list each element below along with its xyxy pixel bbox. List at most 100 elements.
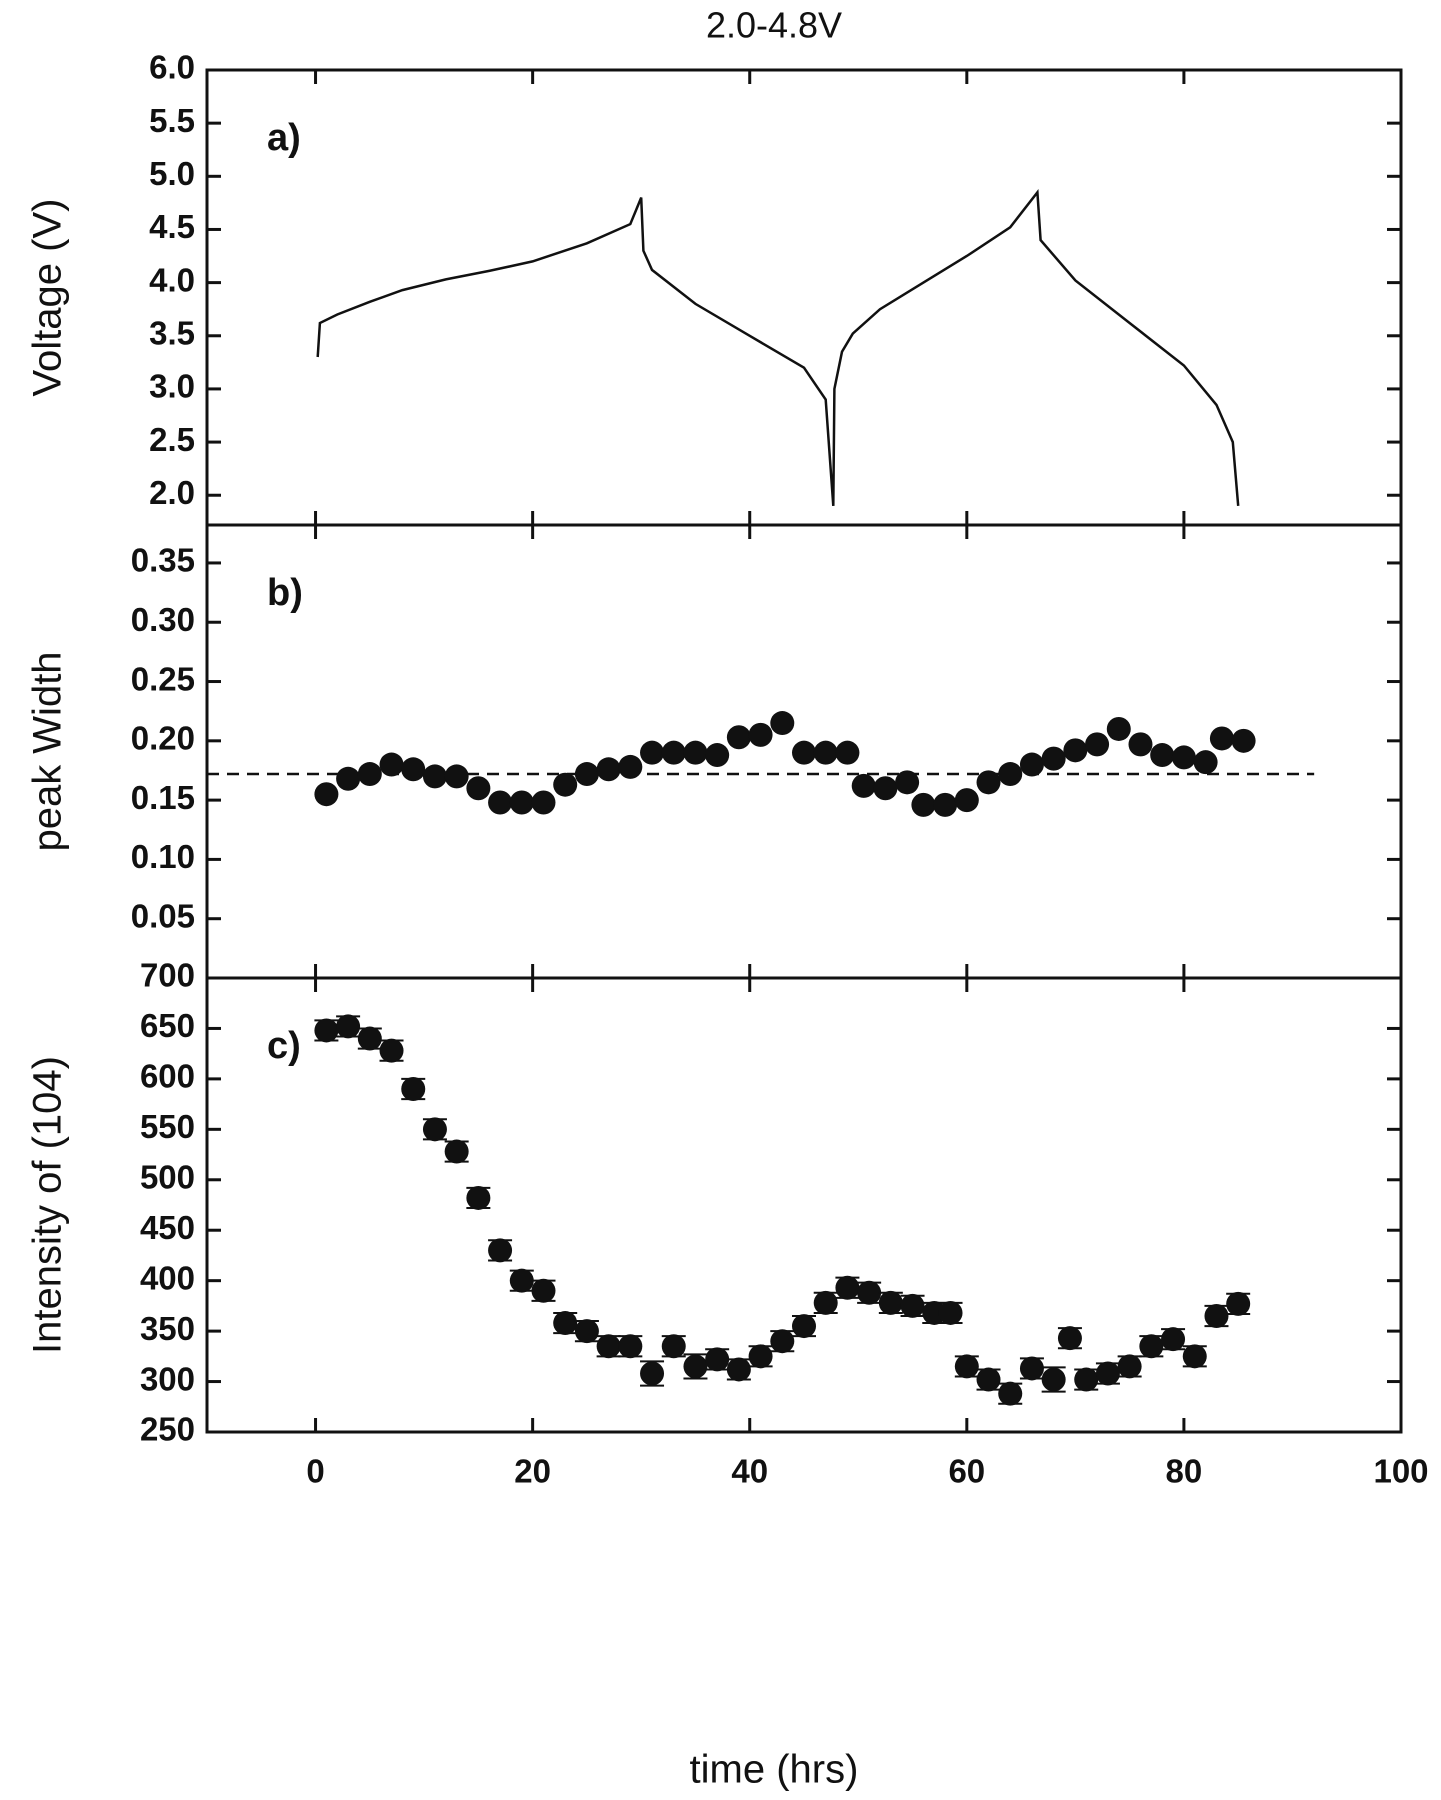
y-tick-label: 0.20 [131,720,195,757]
y-tick-label: 2.0 [149,474,195,511]
y-tick-label: 0.30 [131,601,195,638]
data-point [574,1319,599,1344]
data-point [873,776,898,801]
data-point [1161,1327,1186,1352]
data-point [618,754,643,779]
plot-frame [205,68,1403,527]
data-point [1128,732,1153,757]
data-point [1150,743,1175,768]
data-point [1226,1291,1251,1316]
panel-label: c) [267,1025,301,1067]
y-tick-label: 0.10 [131,838,195,875]
data-point [379,752,404,777]
data-point [553,772,578,797]
data-point [357,1026,382,1051]
y-tick-label: 650 [140,1007,195,1044]
data-point [488,1238,513,1263]
data-point [531,1278,556,1303]
y-tick-label: 400 [140,1259,195,1296]
data-point [705,1347,730,1372]
data-point [998,1381,1023,1406]
data-point [911,792,936,817]
data-point [1209,726,1234,751]
data-point [792,1314,816,1339]
y-tick-label: 2.5 [149,421,195,458]
y-tick-label: 450 [140,1209,195,1246]
data-point [336,1014,361,1039]
data-point [998,762,1023,787]
data-point [1139,1334,1164,1359]
data-point [401,757,426,782]
y-axis-label: Voltage (V) [26,199,70,397]
y-tick-label: 350 [140,1310,195,1347]
data-point [1095,1361,1120,1386]
x-tick-label: 20 [514,1453,551,1490]
y-tick-label: 300 [140,1360,195,1397]
data-point [813,740,838,765]
data-point [1204,1303,1229,1328]
data-point [792,740,816,765]
data-point [1019,752,1044,777]
y-tick-label: 3.0 [149,368,195,405]
data-point [509,1268,534,1293]
x-tick-label: 100 [1373,1453,1428,1490]
data-point [531,790,556,815]
data-point [661,1334,686,1359]
data-point [1063,738,1088,763]
data-point [1182,1344,1207,1369]
data-point [1019,1356,1044,1381]
data-point [379,1038,404,1063]
data-point [596,757,621,782]
y-tick-label: 550 [140,1108,195,1145]
data-point [488,790,513,815]
data-point [976,770,1001,795]
data-point [1231,728,1256,753]
data-point [683,740,708,765]
data-point [553,1311,578,1336]
y-axis-label: peak Width [26,651,70,851]
y-tick-label: 600 [140,1058,195,1095]
data-point [1106,716,1131,741]
data-point [509,790,534,815]
data-point [574,762,599,787]
x-tick-label: 40 [731,1453,768,1490]
data-point [314,782,339,807]
data-point [1041,746,1066,771]
data-point [813,1290,838,1315]
data-point [1041,1367,1066,1392]
y-axis-label: Intensity of (104) [26,1056,70,1354]
voltage-line [316,188,1240,507]
data-point [336,766,361,791]
data-point [1171,745,1196,770]
data-point [900,1293,925,1318]
data-point [954,1354,979,1379]
y-tick-label: 0.15 [131,779,195,816]
data-point [1117,1354,1142,1379]
y-tick-label: 4.0 [149,261,195,298]
data-point [444,1139,469,1164]
chart-title: 2.0-4.8V [706,5,842,46]
data-point [857,1280,882,1305]
data-point [1057,1326,1082,1351]
data-point [835,740,860,765]
x-axis-label: time (hrs) [690,1748,859,1792]
data-point [422,1117,447,1142]
data-point [748,722,773,747]
y-tick-label: 3.5 [149,314,195,351]
data-point [726,725,751,750]
y-tick-label: 6.0 [149,49,195,86]
data-point [1085,732,1110,757]
data-point [661,740,686,765]
data-point [357,762,382,787]
data-point [976,1367,1001,1392]
data-point [748,1344,773,1369]
data-point [1074,1367,1099,1392]
data-point [895,770,920,795]
data-point [314,1018,339,1043]
y-tick-label: 500 [140,1158,195,1195]
data-point [933,792,958,817]
data-point [466,1185,491,1210]
data-point [878,1290,903,1315]
data-point [851,773,876,798]
